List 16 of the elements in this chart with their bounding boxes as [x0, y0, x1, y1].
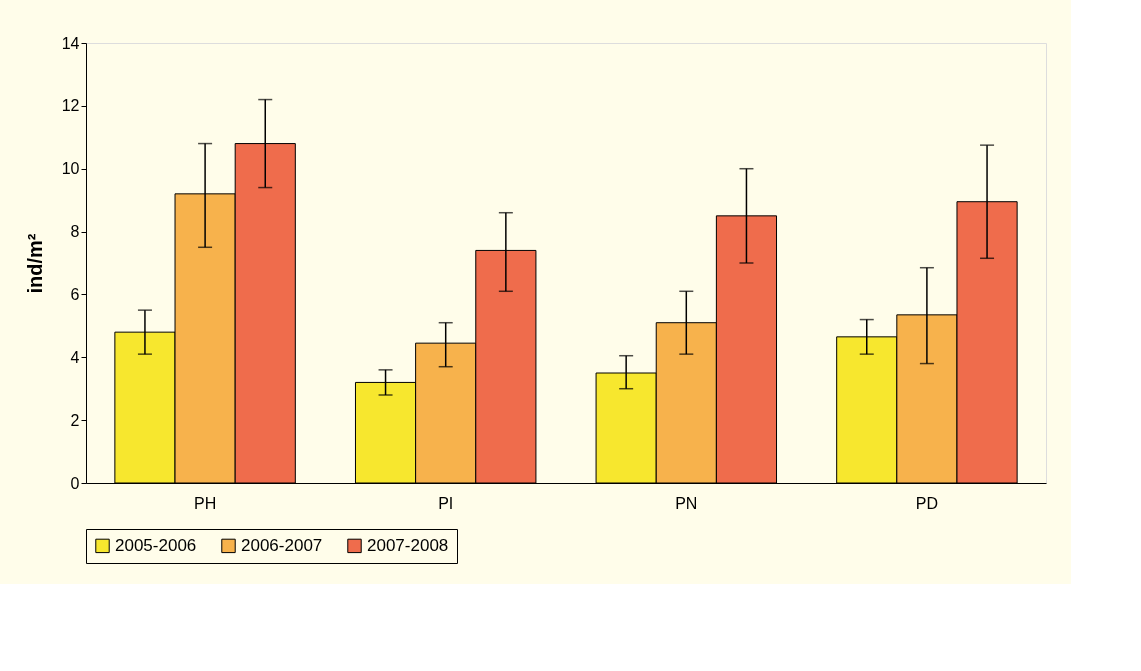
y-tick-label: 12 — [61, 97, 80, 115]
y-tick-label: 10 — [61, 160, 80, 178]
x-tick-label: PI — [438, 494, 454, 512]
x-tick-label: PD — [915, 494, 939, 512]
legend-label: 2006-2007 — [241, 535, 323, 555]
x-tick-label: PH — [193, 494, 217, 512]
legend-label: 2005-2006 — [115, 535, 197, 555]
y-tick-label: 4 — [70, 348, 80, 366]
y-tick-label: 0 — [70, 474, 80, 492]
y-axis-title: ind/m² — [23, 233, 46, 294]
y-tick-label: 8 — [70, 223, 80, 241]
y-tick-label: 6 — [70, 285, 80, 303]
legend-label: 2007-2008 — [367, 535, 449, 555]
y-tick-label: 14 — [61, 34, 80, 52]
y-tick-label: 2 — [70, 411, 80, 429]
x-tick-label: PN — [675, 494, 698, 512]
